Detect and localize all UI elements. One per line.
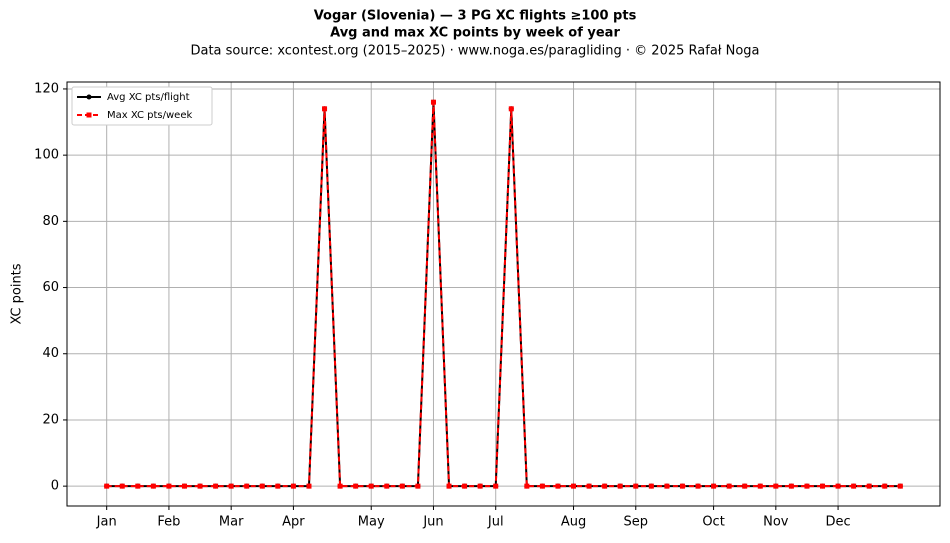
marker <box>524 483 530 489</box>
marker <box>415 483 421 489</box>
x-tick-label: Nov <box>763 515 789 530</box>
marker <box>773 483 779 489</box>
marker <box>711 483 717 489</box>
legend-marker <box>86 112 92 118</box>
marker <box>290 483 296 489</box>
marker <box>104 483 110 489</box>
y-axis-label: XC points <box>10 263 25 324</box>
plot-frame <box>66 81 941 507</box>
marker <box>571 483 577 489</box>
x-tick-label: Oct <box>702 515 724 530</box>
marker <box>555 483 561 489</box>
marker <box>135 483 141 489</box>
y-tick-label: 60 <box>42 280 59 295</box>
marker <box>617 483 623 489</box>
marker <box>726 483 732 489</box>
marker <box>197 483 203 489</box>
marker <box>633 483 639 489</box>
marker <box>508 106 514 112</box>
chart-title: Vogar (Slovenia) — 3 PG XC flights ≥100 … <box>314 9 637 24</box>
source-note: Data source: xcontest.org (2015–2025) · … <box>190 44 759 59</box>
x-tick-label: Mar <box>219 515 244 530</box>
x-tick-label: Sep <box>624 515 649 530</box>
marker <box>306 483 312 489</box>
marker <box>275 483 281 489</box>
marker <box>446 483 452 489</box>
legend-label: Max XC pts/week <box>107 110 192 121</box>
marker <box>493 483 499 489</box>
marker <box>586 483 592 489</box>
marker <box>368 483 374 489</box>
x-tick-label: Dec <box>825 515 850 530</box>
marker <box>788 483 794 489</box>
marker <box>742 483 748 489</box>
marker <box>539 483 545 489</box>
y-tick-label: 40 <box>42 346 59 361</box>
marker <box>882 483 888 489</box>
marker <box>430 99 436 105</box>
marker <box>897 483 903 489</box>
marker <box>851 483 857 489</box>
marker <box>322 106 328 112</box>
legend-label: Avg XC pts/flight <box>107 92 190 103</box>
marker <box>477 483 483 489</box>
marker <box>150 483 156 489</box>
marker <box>462 483 468 489</box>
y-tick-label: 20 <box>42 412 59 427</box>
marker <box>835 483 841 489</box>
marker <box>166 483 172 489</box>
chart-subtitle: Avg and max XC points by week of year <box>330 26 620 41</box>
marker <box>664 483 670 489</box>
marker <box>399 483 405 489</box>
marker <box>602 483 608 489</box>
series-line <box>106 102 901 488</box>
legend-marker <box>86 94 92 100</box>
marker <box>679 483 685 489</box>
y-tick-label: 0 <box>51 479 59 494</box>
legend-box <box>71 86 213 126</box>
y-tick-label: 100 <box>34 148 59 163</box>
marker <box>259 483 265 489</box>
marker <box>384 483 390 489</box>
marker <box>695 483 701 489</box>
marker <box>244 483 250 489</box>
marker <box>648 483 654 489</box>
marker <box>119 483 125 489</box>
marker <box>866 483 872 489</box>
marker <box>181 483 187 489</box>
y-tick-label: 80 <box>42 214 59 229</box>
x-tick-label: Jan <box>96 515 117 530</box>
x-tick-label: May <box>358 515 385 530</box>
x-tick-label: Aug <box>561 515 586 530</box>
x-tick-label: Apr <box>282 515 305 530</box>
marker <box>353 483 359 489</box>
y-tick-label: 120 <box>34 81 59 96</box>
x-tick-label: Jun <box>422 515 443 530</box>
x-tick-label: Feb <box>157 515 180 530</box>
marker <box>820 483 826 489</box>
x-tick-label: Jul <box>487 515 504 530</box>
marker <box>228 483 234 489</box>
marker <box>804 483 810 489</box>
marker <box>213 483 219 489</box>
marker <box>757 483 763 489</box>
marker <box>337 483 343 489</box>
